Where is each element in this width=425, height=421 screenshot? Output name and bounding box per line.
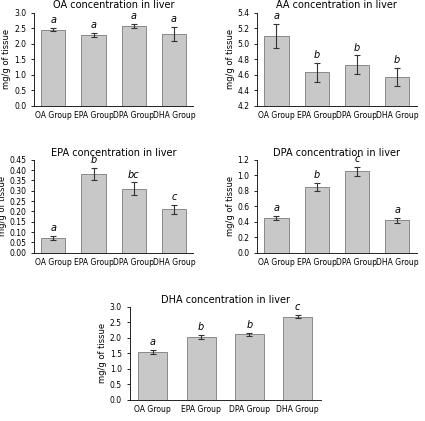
Bar xyxy=(264,36,289,421)
Y-axis label: mg/g of tissue: mg/g of tissue xyxy=(226,176,235,236)
Bar xyxy=(82,174,106,253)
Text: a: a xyxy=(273,11,280,21)
Bar xyxy=(345,171,369,253)
Text: a: a xyxy=(131,11,137,21)
Bar xyxy=(41,238,65,253)
Text: a: a xyxy=(171,14,177,24)
Bar xyxy=(345,64,369,421)
Title: DHA concentration in liver: DHA concentration in liver xyxy=(161,295,290,305)
Text: bc: bc xyxy=(128,170,140,180)
Bar xyxy=(283,317,312,400)
Bar xyxy=(162,209,186,253)
Bar xyxy=(187,337,215,400)
Title: OA concentration in liver: OA concentration in liver xyxy=(53,0,174,11)
Bar xyxy=(162,34,186,106)
Text: c: c xyxy=(295,302,300,312)
Bar xyxy=(122,189,146,253)
Y-axis label: mg/g of tissue: mg/g of tissue xyxy=(3,29,11,89)
Text: c: c xyxy=(354,154,360,164)
Text: b: b xyxy=(246,320,252,330)
Text: b: b xyxy=(314,50,320,60)
Bar xyxy=(138,352,167,400)
Bar xyxy=(385,220,409,253)
Text: c: c xyxy=(171,192,177,203)
Text: a: a xyxy=(91,20,96,30)
Text: a: a xyxy=(50,224,57,234)
Bar xyxy=(82,35,106,106)
Y-axis label: mg/g of tissue: mg/g of tissue xyxy=(226,29,235,89)
Text: b: b xyxy=(91,155,97,165)
Bar xyxy=(41,30,65,106)
Text: b: b xyxy=(198,322,204,332)
Title: DPA concentration in liver: DPA concentration in liver xyxy=(273,148,400,157)
Text: a: a xyxy=(394,205,400,215)
Text: a: a xyxy=(150,337,156,347)
Bar xyxy=(305,72,329,421)
Bar xyxy=(235,334,264,400)
Text: b: b xyxy=(394,55,400,65)
Text: b: b xyxy=(314,170,320,180)
Text: b: b xyxy=(354,43,360,53)
Text: a: a xyxy=(50,15,57,25)
Bar xyxy=(305,187,329,253)
Y-axis label: mg/g of tissue: mg/g of tissue xyxy=(0,176,6,236)
Title: AA concentration in liver: AA concentration in liver xyxy=(276,0,397,11)
Bar xyxy=(264,218,289,253)
Text: a: a xyxy=(273,203,280,213)
Title: EPA concentration in liver: EPA concentration in liver xyxy=(51,148,176,157)
Bar xyxy=(122,26,146,106)
Bar xyxy=(385,77,409,421)
Y-axis label: mg/g of tissue: mg/g of tissue xyxy=(98,323,107,384)
